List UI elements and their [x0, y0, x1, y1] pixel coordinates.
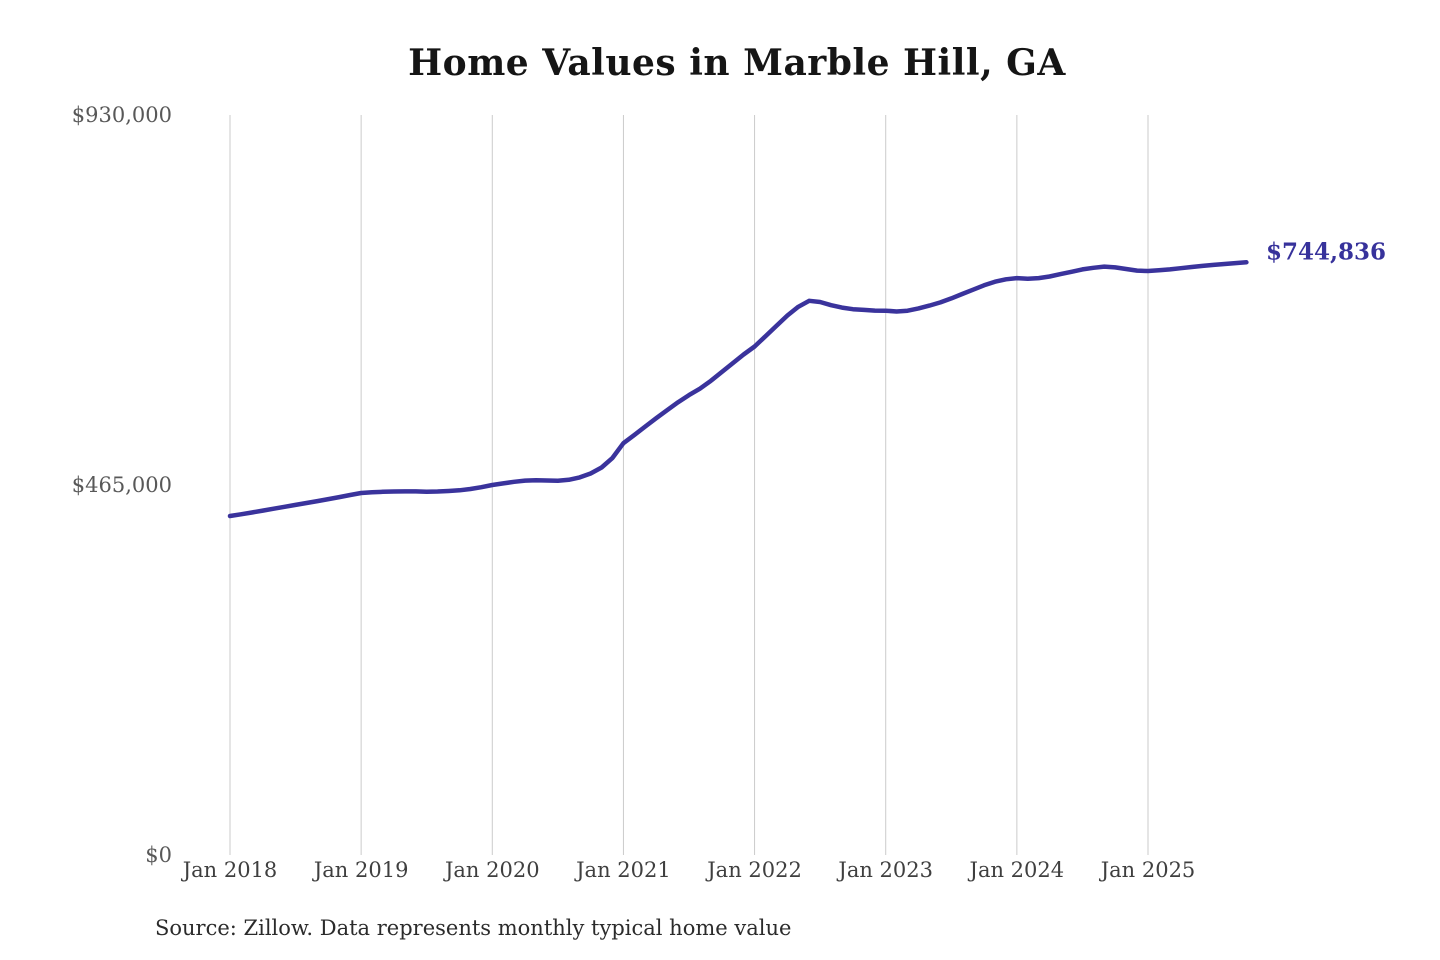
y-tick-label: $930,000 — [71, 103, 172, 127]
x-tick-label: Jan 2018 — [182, 858, 278, 882]
source-note: Source: Zillow. Data represents monthly … — [155, 916, 792, 940]
x-tick-label: Jan 2019 — [313, 858, 409, 882]
chart-title: Home Values in Marble Hill, GA — [408, 42, 1066, 84]
x-tick-label: Jan 2025 — [1100, 858, 1196, 882]
home-value-line — [227, 260, 1249, 519]
x-tick-label: Jan 2021 — [576, 858, 671, 882]
x-tick-label: Jan 2020 — [444, 858, 540, 882]
y-tick-label: $0 — [145, 843, 172, 867]
x-tick-label: Jan 2024 — [969, 858, 1065, 882]
current-value-label: $744,836 — [1266, 238, 1387, 266]
y-tick-label: $465,000 — [71, 473, 172, 497]
x-tick-label: Jan 2022 — [707, 858, 802, 882]
x-tick-label: Jan 2023 — [838, 858, 933, 882]
